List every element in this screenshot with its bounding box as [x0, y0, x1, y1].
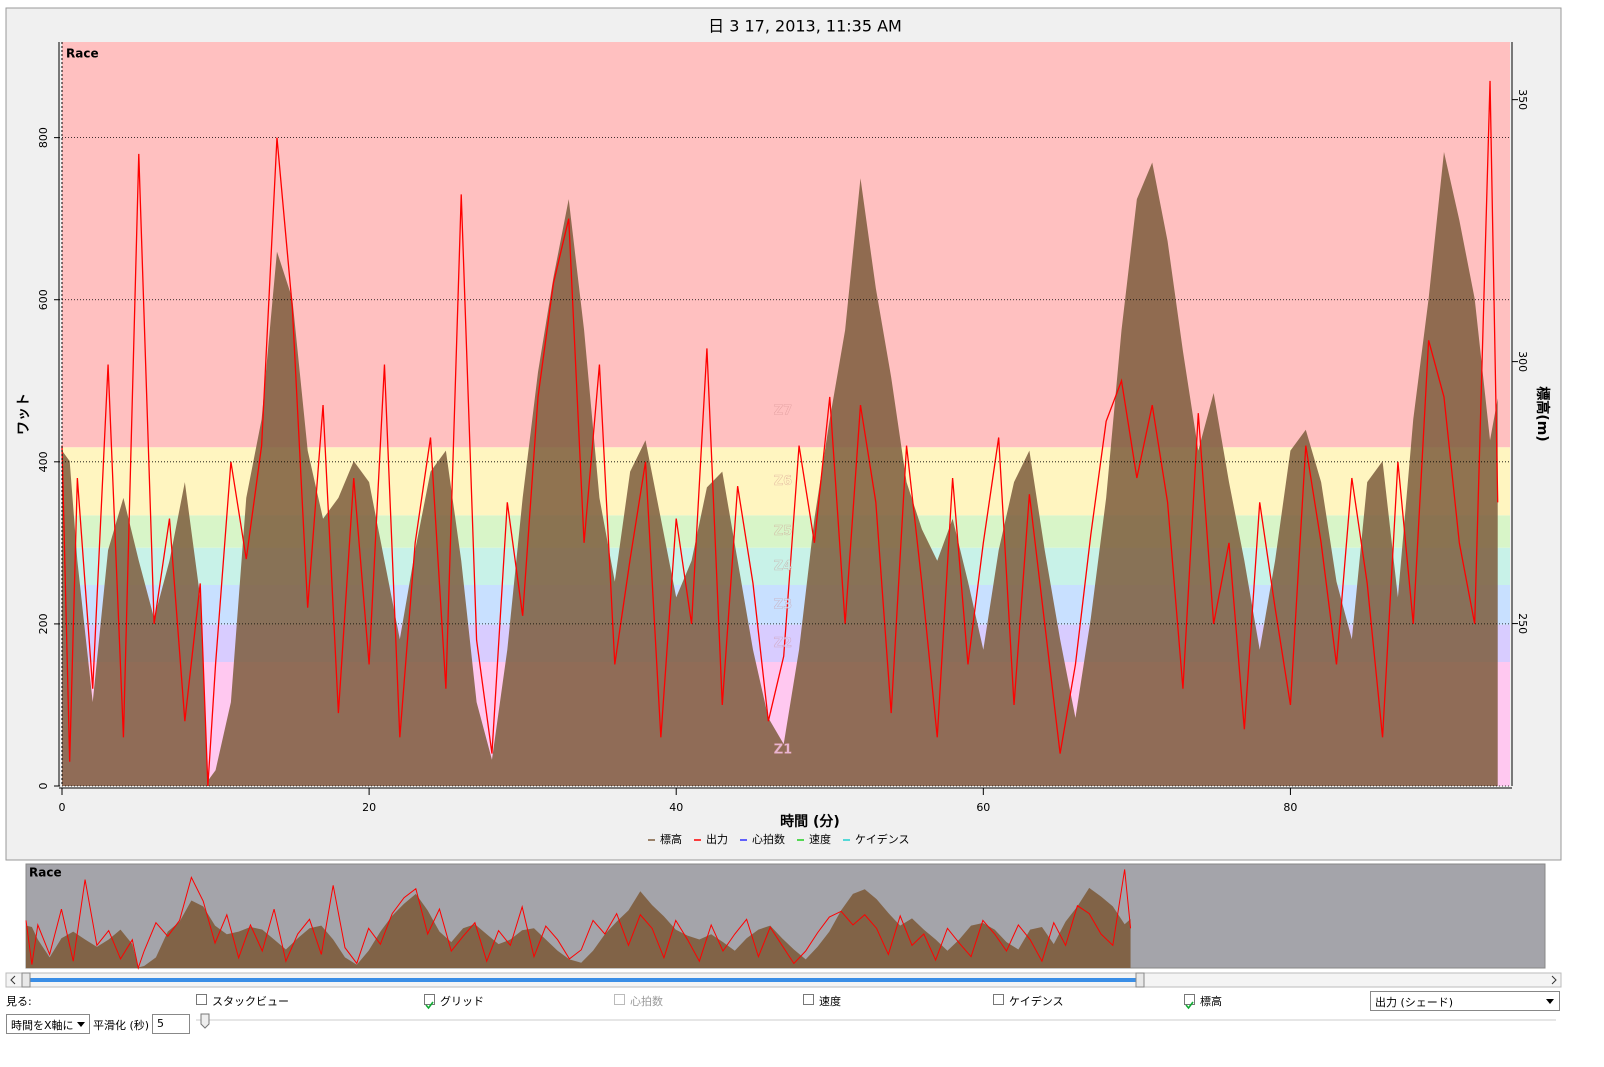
- scroll-left-arrow: [10, 975, 16, 985]
- checkbox-label: 速度: [819, 995, 841, 1008]
- checkbox[interactable]: [424, 994, 435, 1010]
- smoothing-label: 平滑化 (秒): [93, 1019, 150, 1032]
- y-tick-label: 400: [37, 451, 50, 472]
- x-tick-label: 20: [362, 801, 376, 814]
- legend-label: 標高: [660, 832, 682, 846]
- y-tick-label: 200: [37, 613, 50, 634]
- zone-label: Z1: [774, 743, 792, 758]
- zone-label: Z2: [774, 636, 792, 651]
- zone-band: [62, 42, 1510, 448]
- y-axis-label: ワット: [16, 393, 32, 435]
- legend-label: 心拍数: [752, 832, 785, 846]
- zone-label: Z3: [774, 597, 792, 612]
- x-axis-select-text: 時間をX軸に: [11, 1019, 74, 1032]
- legend-label: ケイデンス: [855, 832, 910, 846]
- elevation-area: [62, 152, 1498, 786]
- display-dropdown[interactable]: 出力 (シェード): [1370, 991, 1560, 1011]
- x-tick-label: 60: [976, 801, 990, 814]
- race-label: Race: [66, 47, 99, 61]
- checkbox-label: 標高: [1200, 995, 1222, 1008]
- checkbox-label: 心拍数: [630, 995, 663, 1008]
- scrollbar-thumb-left: [21, 972, 31, 988]
- y2-tick-label: 350: [1516, 89, 1529, 110]
- checkbox-label: グリッド: [440, 995, 484, 1008]
- check-mark: [425, 1001, 434, 1010]
- checkbox-label: スタックビュー: [212, 995, 289, 1008]
- x-tick-label: 0: [59, 801, 66, 814]
- y2-axis-label: 標高(m): [1534, 386, 1551, 441]
- check-mark: [1185, 1001, 1194, 1010]
- chart: 日 3 17, 2013, 11:35 AM 時間 (分) ワット 標高(m) …: [5, 7, 1562, 988]
- zone-label: Z4: [774, 559, 792, 574]
- smoothing-value: 5: [157, 1017, 164, 1030]
- zone-label: Z5: [774, 524, 792, 539]
- y2-tick-label: 250: [1516, 613, 1529, 634]
- checkbox[interactable]: [993, 994, 1004, 1005]
- chart-title: 日 3 17, 2013, 11:35 AM: [708, 17, 902, 36]
- x-axis-select[interactable]: 時間をX軸に: [6, 1014, 90, 1034]
- overview-elevation: [26, 887, 1131, 968]
- overview-power: [25, 869, 1132, 970]
- y2-tick-label: 300: [1516, 351, 1529, 372]
- checkbox-label: ケイデンス: [1009, 995, 1064, 1008]
- smoothing-slider[interactable]: [196, 1012, 1596, 1034]
- x-tick-label: 80: [1283, 801, 1297, 814]
- x-axis-label: 時間 (分): [780, 813, 840, 830]
- dropdown-arrow: [1546, 999, 1554, 1004]
- dropdown-arrow: [77, 1022, 85, 1027]
- y-tick-label: 600: [37, 289, 50, 310]
- legend-label: 速度: [809, 832, 831, 846]
- checkbox[interactable]: [196, 994, 207, 1005]
- y-tick-label: 800: [37, 127, 50, 148]
- checkbox: [614, 994, 625, 1005]
- view-label: 見る:: [6, 995, 32, 1008]
- scrollbar-range: [26, 978, 1140, 982]
- checkbox[interactable]: [1184, 994, 1195, 1010]
- legend-label: 出力: [706, 832, 728, 846]
- smoothing-input[interactable]: 5: [152, 1014, 190, 1034]
- zone-label: Z7: [774, 404, 792, 419]
- x-tick-label: 40: [669, 801, 683, 814]
- scroll-right-arrow: [1551, 975, 1557, 985]
- overview-race-label: Race: [29, 866, 62, 880]
- checkbox[interactable]: [803, 994, 814, 1005]
- power-line: [61, 80, 1499, 787]
- dropdown-text: 出力 (シェード): [1375, 996, 1454, 1009]
- zone-label: Z6: [774, 474, 792, 489]
- y-tick-label: 0: [37, 783, 50, 790]
- scrollbar-thumb-right: [1135, 972, 1145, 988]
